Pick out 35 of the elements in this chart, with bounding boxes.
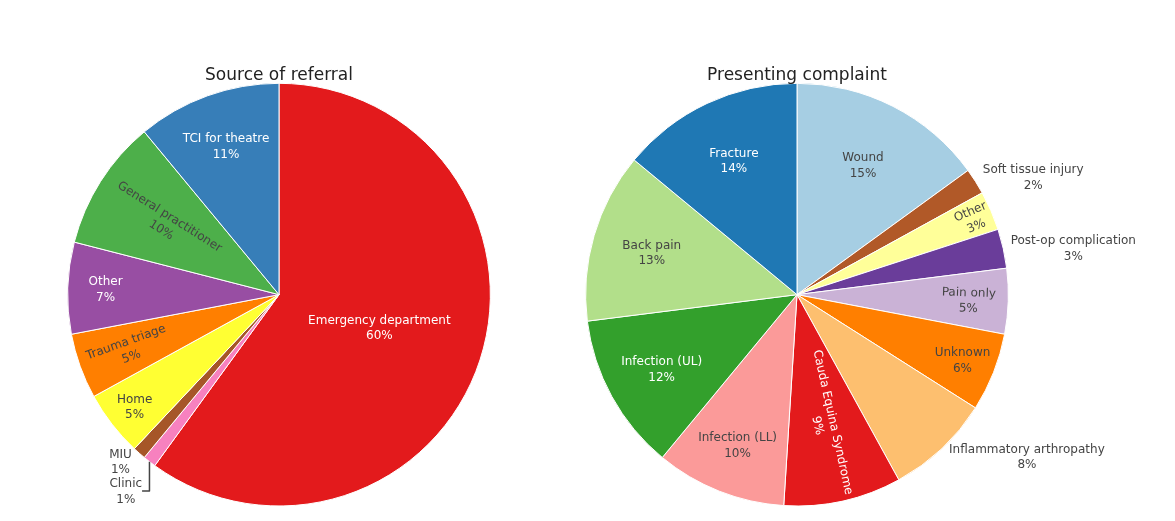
slice-label: Home (116, 391, 153, 406)
slice-label: Fracture (709, 145, 759, 160)
slice-label: Infection (UL) (621, 354, 703, 369)
data-label: 7% (96, 290, 116, 305)
slice-label: Infection (LL) (698, 429, 778, 444)
data-label: 1% (116, 491, 136, 506)
data-label: 10% (724, 445, 751, 460)
data-label: 1% (110, 462, 131, 477)
data-label: 5% (125, 407, 145, 422)
slice-label: Inflammatory arthropathy (949, 441, 1105, 456)
slice-label: Post-op complication (1010, 233, 1136, 248)
slice-label: Wound (842, 150, 884, 165)
data-label: 8% (1017, 457, 1037, 472)
data-label: 6% (952, 360, 973, 375)
slice-label: MIU (109, 446, 132, 461)
chart-title: Source of referral (205, 64, 353, 85)
data-label: 3% (1063, 248, 1083, 263)
chart-title: Presenting complaint (707, 64, 888, 85)
slice-label: Emergency department (308, 312, 451, 327)
data-label: 15% (849, 165, 877, 180)
slice-label: Pain only (941, 284, 997, 301)
slice-label: Soft tissue injury (982, 162, 1084, 177)
slice-label: Clinic (109, 476, 143, 491)
data-label: 11% (212, 146, 240, 161)
data-label: 2% (1023, 177, 1043, 192)
data-label: 13% (638, 253, 666, 268)
slice-label: Other (88, 274, 123, 289)
slice-label: TCI for theatre (181, 131, 270, 146)
data-label: 9% (809, 414, 828, 437)
slice-label: Unknown (934, 345, 991, 360)
slice-label: Back pain (622, 237, 682, 252)
data-label: 12% (648, 369, 675, 384)
data-label: 60% (366, 328, 393, 343)
data-label: 14% (720, 161, 748, 176)
data-label: 5% (958, 300, 979, 316)
